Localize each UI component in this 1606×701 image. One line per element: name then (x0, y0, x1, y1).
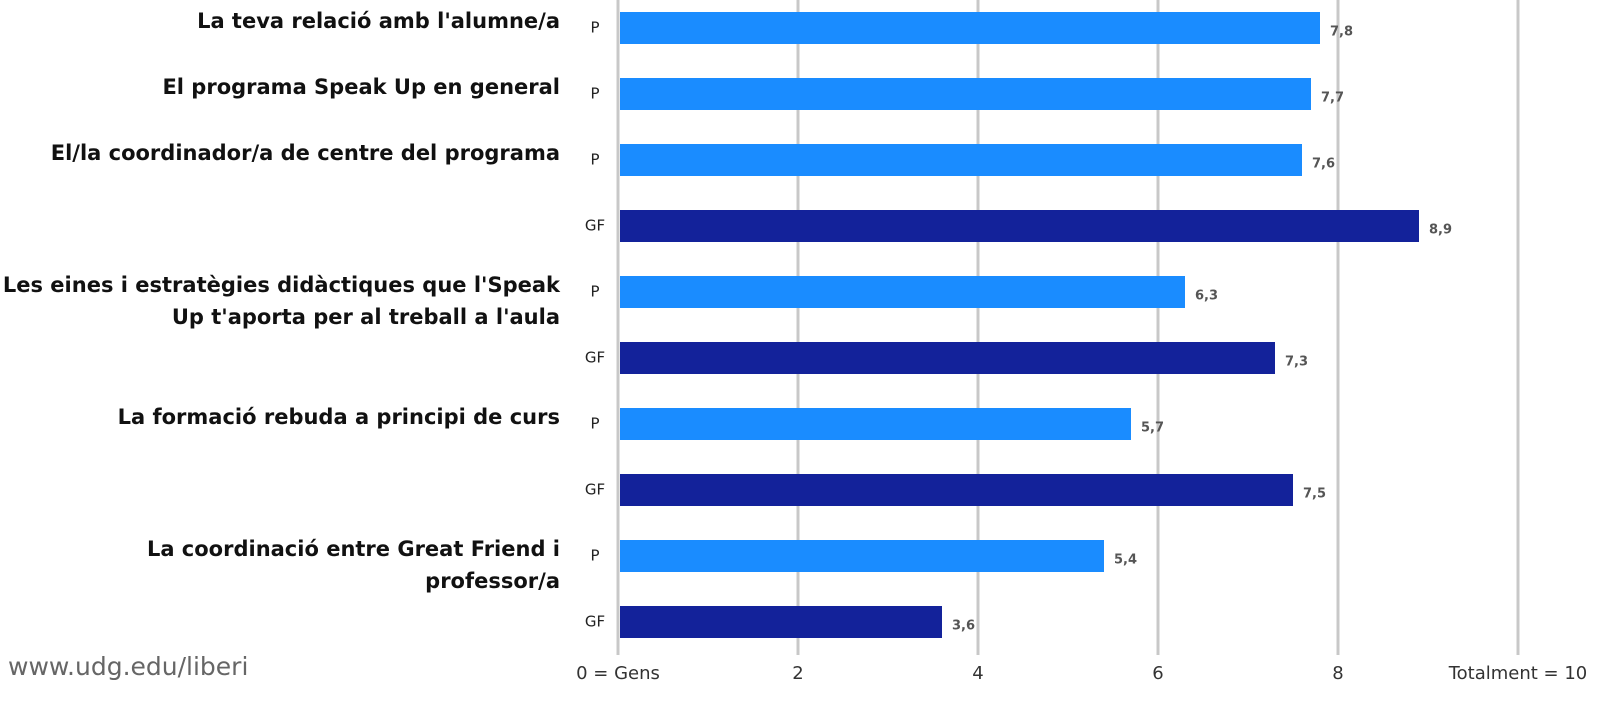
bar (620, 342, 1275, 374)
sub-label: P (590, 415, 599, 433)
value-label: 7,8 (1330, 25, 1353, 40)
group-label: Les eines i estratègies didàctiques que … (3, 273, 561, 297)
bar (620, 12, 1320, 44)
sub-label: P (590, 85, 599, 103)
sub-label: GF (585, 481, 605, 499)
value-label: 7,5 (1303, 487, 1326, 502)
group-label: La coordinació entre Great Friend i (147, 537, 560, 561)
bar (620, 144, 1302, 176)
footer: www.udg.edu/liberi (8, 652, 248, 681)
sub-label: GF (585, 613, 605, 631)
value-label: 7,3 (1285, 355, 1308, 370)
value-label: 5,4 (1114, 553, 1137, 568)
x-tick-label: 6 (1152, 663, 1163, 684)
sub-label: GF (585, 349, 605, 367)
group-label: Up t'aporta per al treball a l'aula (172, 305, 560, 329)
value-label: 6,3 (1195, 289, 1218, 304)
sub-label: P (590, 547, 599, 565)
sub-label: GF (585, 217, 605, 235)
group-label: professor/a (425, 569, 560, 593)
x-tick-label: 4 (972, 663, 983, 684)
bar (620, 210, 1419, 242)
x-tick-label: 0 = Gens (576, 663, 660, 684)
group-label: El programa Speak Up en general (162, 75, 560, 99)
value-label: 7,6 (1312, 157, 1335, 172)
value-label: 8,9 (1429, 223, 1452, 238)
bar (620, 78, 1311, 110)
sub-label: P (590, 151, 599, 169)
value-label: 7,7 (1321, 91, 1344, 106)
x-tick-label: 2 (792, 663, 803, 684)
bar (620, 474, 1293, 506)
bar (620, 276, 1185, 308)
bar (620, 540, 1104, 572)
group-label: La formació rebuda a principi de curs (118, 405, 560, 429)
sub-label: P (590, 283, 599, 301)
value-label: 5,7 (1141, 421, 1164, 436)
sub-label: P (590, 19, 599, 37)
bar (620, 606, 942, 638)
x-tick-label: 8 (1332, 663, 1343, 684)
bar (620, 408, 1131, 440)
x-tick-label: Totalment = 10 (1448, 663, 1588, 684)
value-label: 3,6 (952, 619, 975, 634)
group-label: El/la coordinador/a de centre del progra… (51, 141, 560, 165)
group-label: La teva relació amb l'alumne/a (197, 9, 560, 33)
